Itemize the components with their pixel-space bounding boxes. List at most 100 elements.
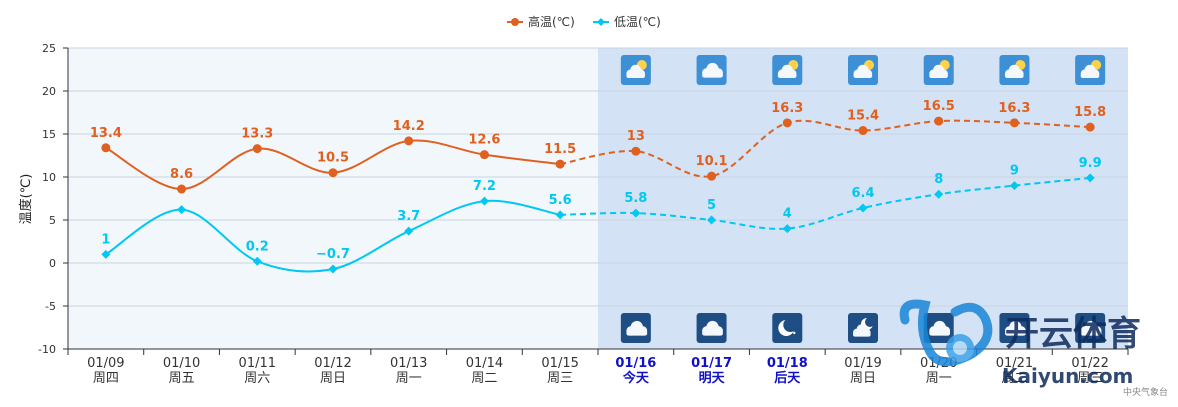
point-high	[1009, 118, 1019, 128]
data-label-low: −0.7	[316, 247, 350, 262]
x-date-label: 01/16	[615, 356, 656, 371]
data-label-high: 8.6	[170, 167, 193, 182]
point-low	[934, 189, 944, 199]
data-label-low: 8	[934, 172, 943, 187]
data-label-high: 15.4	[847, 109, 879, 124]
x-weekday-label: 周日	[850, 371, 876, 386]
legend-item-low[interactable]: 低温(℃)	[593, 15, 661, 29]
data-label-low: 3.7	[397, 209, 420, 224]
point-low	[479, 196, 489, 206]
data-label-low: 7.2	[473, 179, 496, 194]
plot-area-past	[68, 48, 598, 349]
x-date-label: 01/11	[239, 356, 276, 371]
y-tick-label: 10	[42, 171, 56, 184]
plot-area-forecast	[598, 48, 1128, 349]
partly-sunny-icon	[999, 55, 1030, 85]
data-label-high: 13.4	[90, 126, 122, 141]
y-tick-label: 0	[49, 257, 56, 270]
partly-sunny-icon	[620, 55, 651, 85]
data-label-low: 9	[1010, 164, 1019, 179]
point-low	[782, 224, 792, 234]
x-date-label: 01/21	[996, 356, 1033, 371]
point-low	[252, 256, 262, 266]
partly-sunny-icon	[848, 55, 878, 85]
data-label-high: 16.3	[771, 101, 803, 116]
data-label-high: 16.3	[998, 101, 1030, 116]
point-high	[858, 126, 868, 136]
x-weekday-label: 周三	[547, 371, 573, 386]
x-date-label: 01/19	[844, 356, 881, 371]
point-low	[707, 215, 717, 225]
point-high	[328, 168, 338, 178]
watermark-brand: 开云体育	[1005, 314, 1141, 354]
x-weekday-label: 周日	[320, 371, 346, 386]
x-date-label: 01/10	[163, 356, 200, 371]
point-low	[101, 249, 111, 259]
point-low	[404, 226, 414, 236]
x-date-label: 01/15	[541, 356, 578, 371]
x-date-label: 01/09	[87, 356, 124, 371]
watermark-logo	[899, 299, 993, 367]
point-high	[631, 146, 641, 156]
data-label-low: 9.9	[1079, 156, 1102, 171]
series-line-low-forecast	[560, 176, 1091, 230]
point-high	[479, 150, 489, 160]
y-tick-label: 15	[42, 128, 56, 141]
legend-item-high[interactable]: 高温(℃)	[507, 14, 575, 29]
cloudy-night-icon	[1075, 313, 1106, 343]
clear-night-icon	[772, 313, 803, 343]
x-weekday-label: 周二	[471, 371, 497, 386]
point-high	[555, 159, 565, 169]
data-label-high: 14.2	[393, 119, 425, 134]
credit-text: 中央气象台	[1123, 386, 1168, 398]
point-low	[858, 203, 868, 213]
point-low	[555, 210, 565, 220]
legend[interactable]: 高温(℃) 低温(℃)	[507, 14, 661, 29]
data-label-high: 16.5	[923, 99, 955, 114]
cloudy-icon	[696, 55, 727, 85]
y-tick-label: -10	[38, 343, 56, 356]
data-label-high: 10.1	[696, 154, 728, 169]
x-weekday-label: 明天	[699, 371, 726, 386]
data-label-high: 15.8	[1074, 105, 1106, 120]
data-label-low: 6.4	[851, 186, 874, 201]
point-high	[404, 136, 414, 146]
x-date-label: 01/14	[466, 356, 503, 371]
y-tick-label: -5	[45, 300, 56, 313]
data-label-low: 0.2	[246, 239, 269, 254]
partly-sunny-icon	[1075, 55, 1106, 85]
data-label-high: 12.6	[468, 133, 500, 148]
cloudy-moon-icon	[848, 313, 878, 343]
partly-sunny-icon	[923, 55, 954, 85]
point-low	[1085, 173, 1095, 183]
data-label-low: 5.6	[549, 193, 572, 208]
x-date-label: 01/12	[314, 356, 351, 371]
data-label-high: 10.5	[317, 151, 349, 166]
y-tick-label: 25	[42, 42, 56, 55]
data-label-low: 4	[783, 207, 792, 222]
x-date-label: 01/18	[767, 356, 808, 371]
x-weekday-label: 周三	[1077, 371, 1103, 386]
x-weekday-label: 周一	[396, 371, 422, 386]
watermark: 开云体育 Kaiyun.com	[899, 299, 1141, 388]
point-low	[328, 264, 338, 274]
legend-label-low: 低温(℃)	[614, 15, 661, 29]
data-label-low: 1	[101, 232, 110, 247]
point-high	[177, 184, 187, 194]
x-weekday-label: 周六	[244, 371, 270, 386]
point-high	[252, 144, 262, 154]
cloudy-night-icon	[620, 313, 651, 343]
x-date-label: 01/22	[1071, 356, 1108, 371]
y-axis-label: 温度(℃)	[18, 174, 34, 225]
data-label-high: 13.3	[241, 127, 273, 142]
y-tick-label: 5	[49, 214, 56, 227]
cloudy-night-icon	[923, 313, 954, 343]
x-weekday-label: 后天	[774, 370, 801, 386]
point-high	[707, 171, 717, 181]
x-date-label: 01/17	[691, 356, 732, 371]
x-weekday-label: 周二	[1001, 371, 1027, 386]
x-date-label: 01/13	[390, 356, 427, 371]
cloudy-night-icon	[696, 313, 727, 343]
